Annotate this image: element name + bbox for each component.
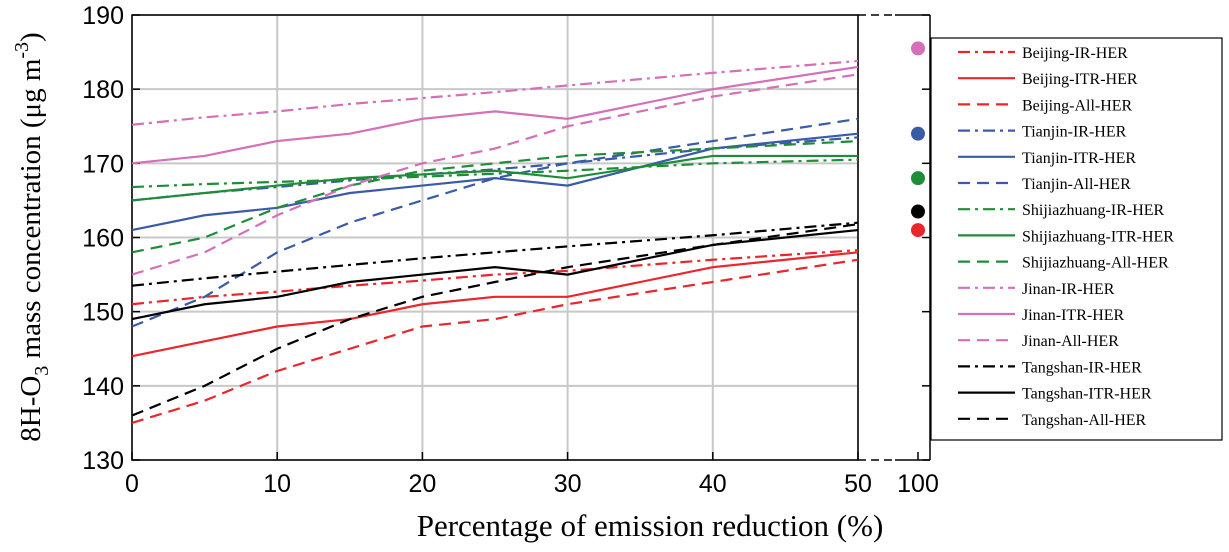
point-at-100 bbox=[911, 41, 925, 56]
series-line bbox=[131, 228, 859, 321]
x-tick-label: 10 bbox=[263, 470, 291, 498]
legend-label: Tianjin-All-HER bbox=[1022, 176, 1131, 193]
legend-label: Shijiazhuang-All-HER bbox=[1022, 255, 1169, 272]
legend-label: Tangshan-All-HER bbox=[1022, 412, 1147, 429]
x-tick-label: 100 bbox=[897, 470, 939, 498]
legend-label: Shijiazhuang-IR-HER bbox=[1022, 202, 1165, 219]
y-tick-label: 190 bbox=[82, 2, 124, 30]
y-label-sub: 3 bbox=[31, 366, 53, 376]
legend-label: Tangshan-ITR-HER bbox=[1022, 386, 1152, 403]
point-at-100 bbox=[911, 126, 925, 141]
legend-label: Beijing-ITR-HER bbox=[1022, 71, 1138, 88]
legend-label: Jinan-IR-HER bbox=[1022, 281, 1115, 298]
legend-label: Shijiazhuang-ITR-HER bbox=[1022, 228, 1174, 245]
series-line bbox=[131, 132, 859, 232]
x-tick-label: 0 bbox=[125, 470, 139, 498]
legend-label: Tianjin-IR-HER bbox=[1022, 124, 1127, 141]
y-label-sup: -3 bbox=[11, 42, 33, 59]
series-line bbox=[131, 73, 859, 276]
series-line bbox=[131, 117, 859, 328]
series-line bbox=[131, 223, 859, 417]
x-tick-label: 50 bbox=[844, 470, 872, 498]
legend-label: Jinan-ITR-HER bbox=[1022, 307, 1125, 324]
series-line bbox=[131, 158, 859, 189]
y-label-part: ) bbox=[15, 32, 47, 42]
y-label-part: 8H-O bbox=[15, 376, 47, 442]
x-tick-label: 30 bbox=[554, 470, 582, 498]
y-tick-label: 130 bbox=[82, 447, 124, 475]
legend-label: Tangshan-IR-HER bbox=[1022, 359, 1142, 376]
y-tick-label: 160 bbox=[82, 225, 124, 253]
legend-label: Jinan-All-HER bbox=[1022, 333, 1119, 350]
y-tick-label: 140 bbox=[82, 373, 124, 401]
legend-label: Beijing-IR-HER bbox=[1022, 45, 1128, 62]
legend-label: Tianjin-ITR-HER bbox=[1022, 150, 1136, 167]
point-at-100 bbox=[911, 223, 925, 238]
x-tick-label: 20 bbox=[408, 470, 436, 498]
y-tick-label: 150 bbox=[82, 299, 124, 327]
x-tick-label: 40 bbox=[699, 470, 727, 498]
series-line bbox=[131, 154, 858, 202]
y-tick-label: 180 bbox=[82, 76, 124, 104]
y-tick-label: 170 bbox=[82, 150, 124, 178]
x-axis-label: Percentage of emission reduction (%) bbox=[417, 508, 884, 543]
y-axis-label: 8H-O3 mass concentration (μg m-3) bbox=[11, 32, 53, 441]
series-line bbox=[131, 139, 859, 254]
series-line bbox=[131, 65, 859, 165]
series-line bbox=[131, 221, 859, 287]
y-label-part: mass concentration (μg m bbox=[15, 58, 47, 366]
legend-label: Beijing-All-HER bbox=[1022, 97, 1133, 114]
series-line bbox=[131, 249, 859, 306]
plot-frame bbox=[131, 14, 859, 461]
series-line bbox=[131, 136, 859, 202]
point-at-100 bbox=[911, 171, 925, 186]
series-line bbox=[131, 258, 859, 424]
series-line bbox=[131, 251, 859, 358]
point-at-100 bbox=[911, 204, 925, 219]
series-line bbox=[131, 59, 859, 126]
legend-box bbox=[930, 37, 1223, 441]
